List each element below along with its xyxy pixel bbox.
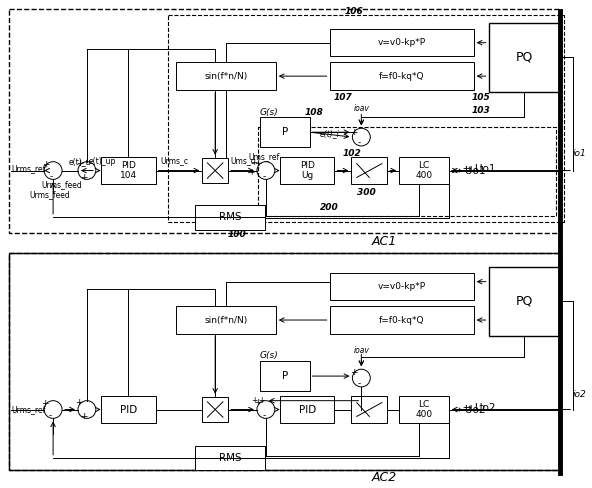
- Bar: [9, 253, 561, 469]
- Text: AC1: AC1: [372, 235, 397, 248]
- Text: P: P: [282, 371, 288, 381]
- Text: io1: io1: [573, 149, 587, 158]
- Bar: [195, 205, 265, 229]
- Text: Urms_feed: Urms_feed: [41, 180, 82, 189]
- Text: PID
Ug: PID Ug: [300, 161, 314, 180]
- Text: +: +: [75, 398, 83, 407]
- Text: 102: 102: [342, 149, 361, 158]
- Text: G(s): G(s): [260, 350, 279, 360]
- Bar: [330, 29, 474, 57]
- Text: PID
104: PID 104: [120, 161, 137, 180]
- Text: v=v0-kp*P: v=v0-kp*P: [378, 38, 426, 47]
- Text: +: +: [258, 396, 264, 405]
- Text: io2: io2: [573, 390, 587, 399]
- Text: Urms_ref: Urms_ref: [11, 405, 46, 414]
- Text: f=f0-kq*Q: f=f0-kq*Q: [379, 72, 424, 81]
- Text: 200: 200: [320, 203, 338, 212]
- Text: 300: 300: [358, 188, 376, 197]
- Text: 103: 103: [472, 105, 490, 115]
- Text: +: +: [80, 412, 88, 421]
- Text: Ums_ref: Ums_ref: [248, 152, 279, 161]
- Text: PID: PID: [298, 405, 316, 414]
- Bar: [399, 396, 449, 423]
- Text: -: -: [262, 411, 266, 420]
- Text: +: +: [250, 158, 258, 167]
- Bar: [258, 127, 556, 216]
- Text: 105: 105: [472, 93, 490, 102]
- Bar: [399, 157, 449, 184]
- Text: RMS: RMS: [219, 212, 242, 222]
- Bar: [260, 361, 310, 391]
- Text: RMS: RMS: [219, 453, 242, 463]
- Bar: [352, 396, 387, 423]
- Text: PID: PID: [120, 405, 137, 414]
- Text: → Uo2: → Uo2: [453, 405, 485, 414]
- Text: PQ: PQ: [516, 295, 533, 308]
- Text: → Uo2: → Uo2: [463, 403, 496, 412]
- Bar: [9, 253, 561, 469]
- Bar: [202, 397, 228, 422]
- Text: sin(f*n/N): sin(f*n/N): [204, 316, 247, 325]
- Text: v=v0-kp*P: v=v0-kp*P: [378, 282, 426, 291]
- Text: -: -: [358, 139, 361, 147]
- Bar: [488, 23, 560, 92]
- Bar: [101, 157, 156, 184]
- Text: +: +: [254, 159, 262, 168]
- Bar: [202, 158, 228, 183]
- Text: 107: 107: [333, 93, 352, 102]
- Text: -: -: [358, 380, 361, 388]
- Bar: [176, 306, 276, 334]
- Text: LC
400: LC 400: [416, 400, 433, 419]
- Text: +: +: [254, 398, 262, 407]
- Text: -: -: [262, 172, 266, 181]
- Bar: [260, 118, 310, 147]
- Text: Urms_c: Urms_c: [160, 156, 188, 165]
- Text: 106: 106: [345, 7, 363, 16]
- Text: PQ: PQ: [516, 51, 533, 64]
- Text: -: -: [50, 172, 53, 181]
- Text: +: +: [41, 399, 49, 408]
- Bar: [330, 62, 474, 90]
- Text: sin(f*n/N): sin(f*n/N): [204, 72, 247, 81]
- Text: +: +: [76, 159, 83, 168]
- Text: +: +: [80, 173, 88, 182]
- Bar: [101, 396, 156, 423]
- Bar: [352, 157, 387, 184]
- Text: +: +: [350, 367, 357, 377]
- Text: LC
400: LC 400: [416, 161, 433, 180]
- Text: +: +: [251, 396, 257, 405]
- Text: -: -: [49, 411, 52, 420]
- Text: f=f0-kq*Q: f=f0-kq*Q: [379, 316, 424, 325]
- Text: AC2: AC2: [372, 471, 397, 485]
- Text: e(t)_u: e(t)_u: [69, 157, 92, 166]
- Text: +: +: [350, 128, 357, 137]
- Text: → Uo1: → Uo1: [453, 165, 485, 176]
- Bar: [330, 273, 474, 300]
- Text: Urms_ref: Urms_ref: [11, 164, 46, 173]
- Bar: [280, 157, 334, 184]
- Text: 108: 108: [305, 107, 323, 117]
- Bar: [176, 62, 276, 90]
- Text: → Uo1: → Uo1: [463, 163, 496, 174]
- Bar: [280, 396, 334, 423]
- Bar: [488, 267, 560, 336]
- Text: +: +: [248, 168, 254, 177]
- Text: Urms_feed: Urms_feed: [29, 190, 70, 199]
- Text: G(s): G(s): [260, 107, 279, 117]
- Text: e(t)_i: e(t)_i: [320, 129, 339, 138]
- Text: ioav: ioav: [353, 103, 369, 113]
- Text: P: P: [282, 127, 288, 137]
- Text: e(t)_up: e(t)_up: [89, 157, 116, 166]
- Bar: [169, 15, 564, 222]
- Bar: [195, 446, 265, 470]
- Text: +: +: [43, 160, 50, 169]
- Bar: [330, 306, 474, 334]
- Text: 100: 100: [228, 229, 247, 239]
- Bar: [9, 9, 561, 233]
- Text: Ums_c: Ums_c: [230, 156, 255, 165]
- Text: ioav: ioav: [353, 346, 369, 355]
